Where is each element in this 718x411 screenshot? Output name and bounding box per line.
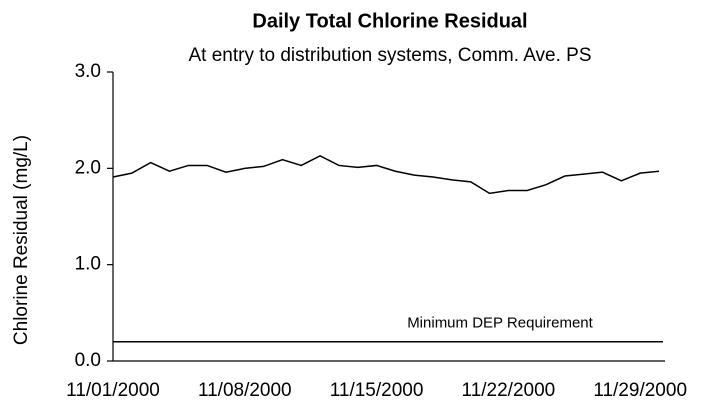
reference-label: Minimum DEP Requirement (407, 315, 593, 332)
chart-title: Daily Total Chlorine Residual (252, 10, 527, 32)
y-axis-label: Chlorine Residual (mg/L) (11, 135, 32, 345)
x-tick-label: 11/08/2000 (198, 380, 292, 401)
y-tick-label: 3.0 (75, 61, 101, 82)
data-line (112, 154, 660, 195)
x-tick-label: 11/29/2000 (593, 380, 687, 401)
x-tick-label: 11/22/2000 (462, 380, 556, 401)
x-tick-label: 11/15/2000 (330, 380, 424, 401)
y-tick-label: 2.0 (75, 157, 101, 178)
y-tick-label: 1.0 (75, 254, 101, 275)
y-tick-label: 0.0 (75, 350, 101, 371)
chart-subtitle: At entry to distribution systems, Comm. … (188, 45, 591, 66)
x-tick-label: 11/01/2000 (66, 380, 160, 401)
